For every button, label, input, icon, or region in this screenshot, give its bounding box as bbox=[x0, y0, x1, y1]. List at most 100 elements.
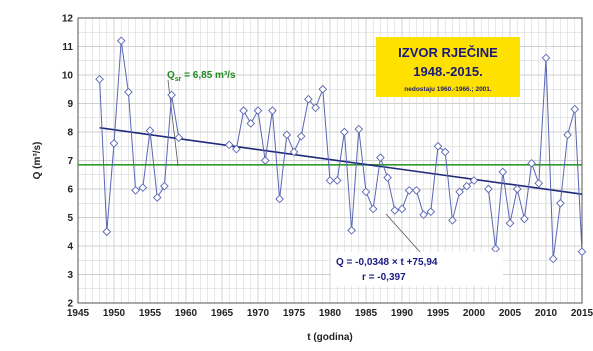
data-point bbox=[527, 159, 536, 168]
data-point bbox=[556, 198, 565, 208]
y-tick-label: 7 bbox=[67, 156, 73, 167]
y-axis-label: Q (m³/s) bbox=[32, 142, 43, 180]
y-tick-label: 5 bbox=[67, 213, 73, 224]
data-point bbox=[419, 210, 428, 219]
data-point bbox=[484, 184, 493, 194]
data-point bbox=[347, 226, 356, 235]
data-point bbox=[138, 183, 148, 192]
data-point bbox=[296, 131, 306, 141]
data-point bbox=[570, 104, 580, 114]
data-point bbox=[448, 216, 457, 225]
data-point bbox=[239, 106, 248, 115]
data-point bbox=[390, 206, 400, 215]
x-tick-label: 1950 bbox=[103, 308, 126, 319]
y-tick-label: 9 bbox=[67, 99, 73, 110]
data-point bbox=[563, 130, 572, 140]
x-tick-label: 1955 bbox=[139, 308, 162, 319]
equation-box-background bbox=[331, 252, 503, 286]
data-point bbox=[433, 141, 443, 151]
x-tick-label: 2000 bbox=[463, 308, 486, 319]
data-point bbox=[541, 53, 551, 63]
data-point bbox=[311, 103, 320, 113]
data-point bbox=[167, 90, 176, 100]
data-point bbox=[260, 156, 270, 165]
equation-box: Q = -0,0348 × t +75,94 r = -0,397 bbox=[331, 252, 503, 286]
data-point bbox=[253, 106, 263, 115]
tick-labels: 1945 1950 1955 1960 1965 1970 1975 1980 1985 1990… bbox=[62, 14, 593, 320]
x-tick-label: 1985 bbox=[355, 308, 378, 319]
average-label-prefix: Q bbox=[167, 70, 175, 81]
x-tick-label: 2010 bbox=[535, 308, 558, 319]
y-tick-label: 2 bbox=[67, 299, 73, 310]
x-tick-label: 2015 bbox=[571, 308, 593, 319]
y-tick-label: 3 bbox=[67, 270, 73, 281]
data-point bbox=[577, 247, 587, 257]
data-point bbox=[340, 127, 349, 137]
data-point bbox=[332, 176, 342, 185]
x-tick-label: 1975 bbox=[283, 308, 306, 319]
data-point bbox=[224, 140, 234, 150]
x-tick-label: 1960 bbox=[175, 308, 198, 319]
series-line bbox=[487, 57, 583, 259]
data-point bbox=[512, 184, 522, 194]
x-tick-label: 1965 bbox=[211, 308, 234, 319]
y-tick-label: 4 bbox=[67, 242, 73, 253]
data-point bbox=[160, 181, 169, 191]
chart-subtitle: 1948.-2015. bbox=[413, 64, 482, 79]
data-point bbox=[124, 87, 133, 97]
data-point bbox=[520, 214, 529, 224]
data-point bbox=[548, 254, 558, 264]
x-tick-label: 1980 bbox=[319, 308, 342, 319]
data-point bbox=[275, 194, 284, 204]
data-point bbox=[318, 84, 328, 94]
x-tick-label: 1995 bbox=[427, 308, 450, 319]
average-label-subscript: sr bbox=[175, 76, 182, 83]
data-point bbox=[361, 187, 371, 197]
data-point bbox=[505, 218, 515, 228]
data-point bbox=[145, 126, 155, 135]
data-point bbox=[397, 204, 407, 214]
trend-label-leader bbox=[385, 213, 421, 253]
y-tick-label: 12 bbox=[62, 14, 74, 25]
data-point bbox=[232, 144, 241, 154]
data-point bbox=[354, 124, 364, 134]
title-box: IZVOR RJEČINE 1948.-2015. nedostaju 1960… bbox=[376, 37, 520, 97]
plot-frame bbox=[77, 17, 583, 304]
data-point bbox=[469, 176, 479, 185]
trend-correlation: r = -0,397 bbox=[362, 272, 406, 283]
data-point bbox=[304, 94, 313, 104]
average-label-value: = 6,85 m³/s bbox=[181, 70, 236, 81]
x-axis-label: t (godina) bbox=[307, 332, 353, 343]
data-point bbox=[282, 130, 292, 140]
x-tick-label: 2005 bbox=[499, 308, 522, 319]
chart-title: IZVOR RJEČINE bbox=[398, 45, 498, 60]
data-point bbox=[102, 227, 112, 237]
average-label: Qsr = 6,85 m³/s bbox=[167, 70, 236, 83]
y-tick-label: 10 bbox=[62, 71, 74, 82]
data-point bbox=[455, 187, 464, 197]
data-point bbox=[116, 36, 126, 46]
series-group bbox=[95, 36, 587, 264]
data-point bbox=[412, 186, 421, 195]
data-point bbox=[491, 244, 500, 254]
data-point bbox=[152, 193, 162, 202]
data-point bbox=[404, 186, 414, 195]
data-point bbox=[376, 153, 385, 162]
y-tick-label: 8 bbox=[67, 128, 73, 139]
data-point bbox=[498, 167, 508, 177]
data-point bbox=[383, 173, 392, 182]
title-box-background bbox=[376, 37, 520, 97]
data-point bbox=[174, 133, 184, 143]
x-tick-label: 1945 bbox=[67, 308, 90, 319]
series-line bbox=[99, 40, 180, 232]
data-point bbox=[368, 204, 378, 214]
data-point bbox=[534, 178, 544, 188]
data-point bbox=[289, 147, 299, 157]
data-point bbox=[131, 186, 140, 195]
data-point bbox=[95, 74, 104, 84]
data-point bbox=[462, 181, 472, 191]
chart-note: nedostaju 1960.-1966.; 2001. bbox=[404, 86, 492, 93]
data-point bbox=[440, 147, 450, 157]
data-point bbox=[109, 139, 119, 148]
